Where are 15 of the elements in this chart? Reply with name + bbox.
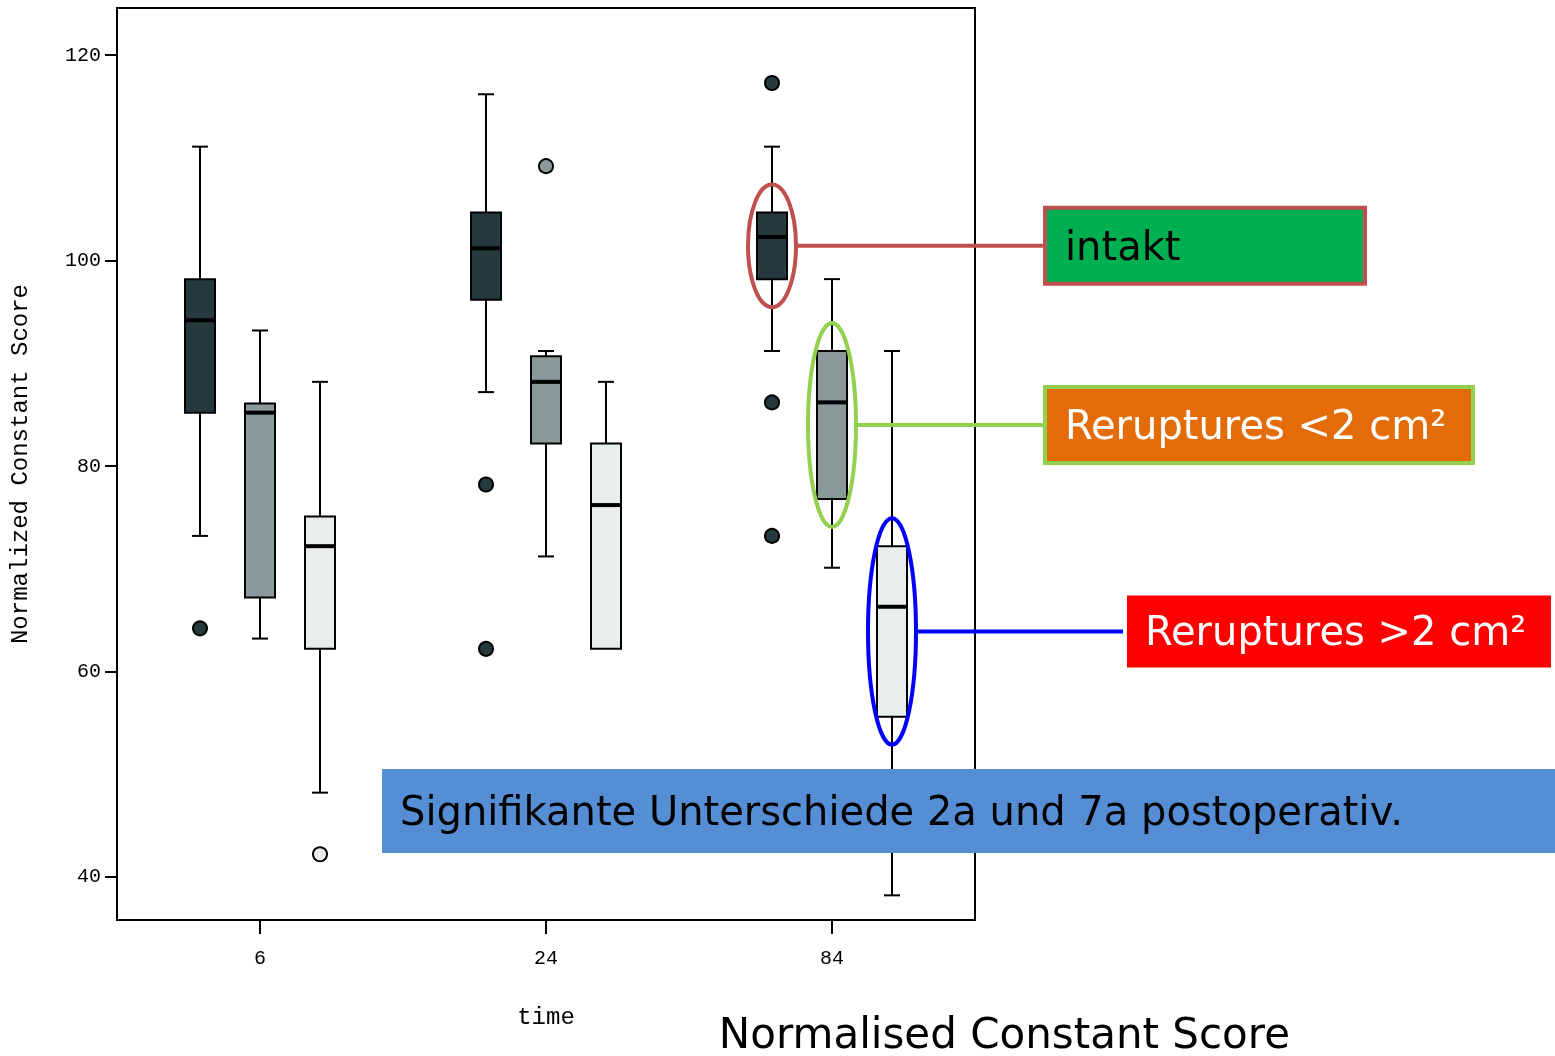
text: intakt xyxy=(1065,222,1181,269)
y-tick-label: 40 xyxy=(76,865,101,889)
x-axis-title: time xyxy=(517,1003,575,1031)
x-tick-label: 6 xyxy=(253,946,267,970)
text: Normalised Constant Score xyxy=(718,1008,1291,1056)
y-tick-label: 100 xyxy=(64,249,101,273)
caption-box: Signifikante Unterschiede 2a und 7a postoperativ. xyxy=(382,769,1555,853)
x-tick-label: 24 xyxy=(533,946,559,970)
text: Reruptures <2 cm² xyxy=(1065,401,1447,448)
text: Reruptures >2 cm² xyxy=(1145,608,1527,655)
y-tick-label: 60 xyxy=(76,659,101,683)
x-tick-label: 84 xyxy=(819,946,845,970)
y-tick-label: 120 xyxy=(64,43,101,67)
y-tick-label: 80 xyxy=(76,454,101,478)
y-axis-title: Normalized Constant Score xyxy=(6,283,34,645)
